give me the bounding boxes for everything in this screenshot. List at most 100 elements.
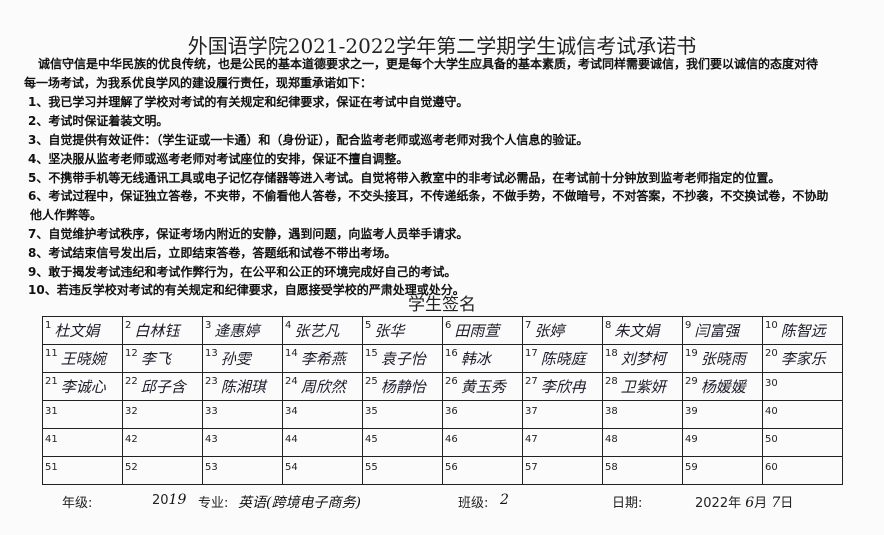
seat-number: 22 xyxy=(125,376,138,387)
seat-number: 32 xyxy=(125,405,138,417)
grade-label: 年级: xyxy=(62,496,93,511)
signature-cell: 48 xyxy=(602,428,683,457)
signature-cell: 22 邱子含 xyxy=(122,372,203,401)
pledge-item: 7、自觉维护考试秩序，保证考场内附近的安静，遇到问题，向监考人员举手请求。 xyxy=(28,227,469,241)
seat-number: 48 xyxy=(605,433,618,445)
seat-number: 51 xyxy=(45,461,58,473)
pledge-item: 他人作弊等。 xyxy=(30,208,103,222)
student-signature: 田雨萱 xyxy=(454,322,500,340)
seat-number: 13 xyxy=(205,348,218,359)
signature-cell: 27 李欣冉 xyxy=(522,372,603,401)
student-signature: 杜文娟 xyxy=(54,322,100,340)
seat-number: 44 xyxy=(285,433,298,445)
seat-number: 5 xyxy=(365,320,372,331)
signature-cell: 24 周欣然 xyxy=(282,372,363,401)
major-label: 专业: xyxy=(198,496,229,511)
signature-cell: 35 xyxy=(362,400,443,429)
seat-number: 47 xyxy=(525,433,538,445)
day-unit: 日 xyxy=(780,496,794,511)
seat-number: 21 xyxy=(45,376,58,387)
signature-cell: 5 张华 xyxy=(362,316,443,345)
signature-cell: 30 xyxy=(762,372,843,401)
signature-cell: 3 逄惠婷 xyxy=(202,316,283,345)
student-signature: 卫紫妍 xyxy=(620,378,666,396)
signature-cell: 18 刘梦柯 xyxy=(602,344,683,373)
pledge-item: 9、敢于揭发考试违纪和考试作弊行为，在公平和公正的环境完成好自己的考试。 xyxy=(28,265,457,279)
seat-number: 58 xyxy=(605,461,618,473)
seat-number: 1 xyxy=(45,320,52,331)
seat-number: 49 xyxy=(685,433,698,445)
seat-number: 7 xyxy=(525,320,532,331)
seat-number: 50 xyxy=(765,433,778,445)
major-handwriting: 英语(跨境电子商务) xyxy=(238,495,361,511)
signature-cell: 45 xyxy=(362,428,443,457)
date-month: 6 xyxy=(745,495,755,511)
signature-cell: 10 陈智远 xyxy=(762,316,843,345)
seat-number: 53 xyxy=(205,461,218,473)
signature-cell: 19 张晓雨 xyxy=(682,344,763,373)
month-unit: 月 xyxy=(754,496,768,511)
signature-row: 31 32 33 34 35 36 37 38 39 40 xyxy=(42,400,843,429)
signature-row: 11 王晓婉 12 李飞 13 孙雯 14 李希燕 15 袁子怡 16 韩冰 17 陈晓庭 18 刘梦柯 19 张… xyxy=(42,344,843,373)
student-signature: 李飞 xyxy=(140,350,171,368)
student-signature: 韩冰 xyxy=(460,350,491,368)
signature-cell: 8 朱文娟 xyxy=(602,316,683,345)
student-signature: 张晓雨 xyxy=(700,350,746,368)
signature-cell: 26 黄玉秀 xyxy=(442,372,523,401)
seat-number: 34 xyxy=(285,405,298,417)
signature-cell: 60 xyxy=(762,456,843,485)
student-signature: 张艺凡 xyxy=(294,322,340,340)
seat-number: 30 xyxy=(765,377,778,389)
student-signature: 李希燕 xyxy=(300,350,346,368)
student-signature: 杨媛媛 xyxy=(700,378,746,396)
signature-cell: 17 陈晓庭 xyxy=(522,344,603,373)
major-value: 英语(跨境电子商务) xyxy=(238,492,361,512)
signature-cell: 29 杨媛媛 xyxy=(682,372,763,401)
signature-cell: 4 张艺凡 xyxy=(282,316,363,345)
seat-number: 29 xyxy=(685,376,698,387)
student-signature: 刘梦柯 xyxy=(620,350,666,368)
seat-number: 40 xyxy=(765,405,778,417)
seat-number: 55 xyxy=(365,461,378,473)
signature-section-title: 学生签名 xyxy=(408,295,476,315)
seat-number: 56 xyxy=(445,461,458,473)
intro-line: 每一场考试，为我系优良学风的建设履行责任，现郑重承诺如下： xyxy=(24,76,373,90)
student-signature: 张华 xyxy=(374,322,405,340)
seat-number: 37 xyxy=(525,405,538,417)
seat-number: 11 xyxy=(45,348,58,359)
student-signature: 陈湘琪 xyxy=(220,378,266,396)
seat-number: 17 xyxy=(525,348,538,359)
class-handwriting: 2 xyxy=(500,492,509,508)
student-signature: 邱子含 xyxy=(140,378,186,396)
signature-row: 41 42 43 44 45 46 47 48 49 50 xyxy=(42,428,843,457)
date-year: 2022年 xyxy=(695,496,742,511)
seat-number: 41 xyxy=(45,433,58,445)
seat-number: 33 xyxy=(205,405,218,417)
grade-prefix: 20 xyxy=(152,493,169,508)
seat-number: 4 xyxy=(285,320,292,331)
signature-cell: 13 孙雯 xyxy=(202,344,283,373)
signature-cell: 36 xyxy=(442,400,523,429)
signature-cell: 58 xyxy=(602,456,683,485)
student-signature: 李欣冉 xyxy=(540,378,586,396)
pledge-item: 4、坚决服从监考老师或巡考老师对考试座位的安排，保证不擅自调整。 xyxy=(28,152,409,166)
class-value: 2 xyxy=(500,492,509,508)
signature-cell: 57 xyxy=(522,456,603,485)
seat-number: 27 xyxy=(525,376,538,387)
pledge-item: 6、考试过程中，保证独立答卷，不夹带，不偷看他人答卷，不交头接耳，不传递纸条，不… xyxy=(28,189,829,203)
student-signature: 朱文娟 xyxy=(614,322,660,340)
signature-cell: 56 xyxy=(442,456,523,485)
signature-cell: 25 杨静怡 xyxy=(362,372,443,401)
seat-number: 12 xyxy=(125,348,138,359)
student-signature: 闫富强 xyxy=(694,322,740,340)
signature-cell: 54 xyxy=(282,456,363,485)
student-signature: 陈智远 xyxy=(780,322,826,340)
seat-number: 15 xyxy=(365,348,378,359)
seat-number: 18 xyxy=(605,348,618,359)
signature-cell: 9 闫富强 xyxy=(682,316,763,345)
student-signature: 袁子怡 xyxy=(380,350,426,368)
seat-number: 38 xyxy=(605,405,618,417)
seat-number: 31 xyxy=(45,405,58,417)
date-field: 2022年 6月 7日 xyxy=(695,492,793,511)
signature-cell: 46 xyxy=(442,428,523,457)
